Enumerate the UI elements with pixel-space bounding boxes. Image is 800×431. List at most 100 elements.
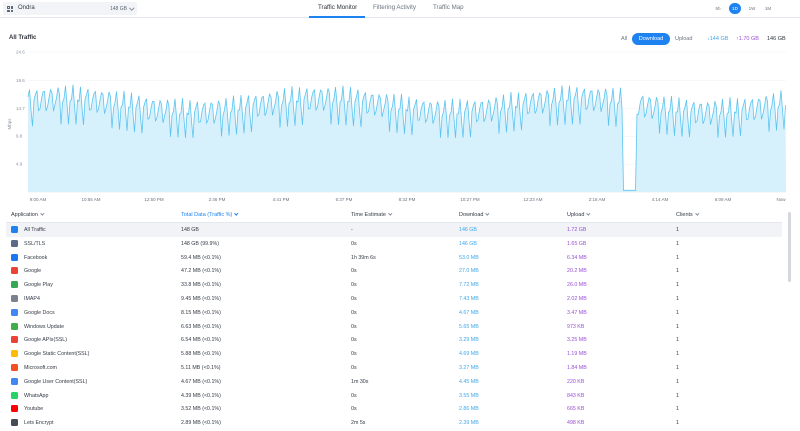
table-row[interactable]: Microsoft.com 5.11 MB (<0.1%) 0s 3.27 MB 1.8… [6, 361, 782, 375]
google-play-icon [11, 281, 18, 289]
x-tick-label: 4:14 AM [652, 197, 669, 202]
y-tick-label: 19.6 [16, 78, 25, 83]
download-total: ↓144 GB [707, 36, 729, 42]
table-row[interactable]: IMAP4 9.45 MB (<0.1%) 0s 7.43 MB 2.02 MB 1 [6, 292, 782, 306]
clients-value: 1 [676, 309, 679, 316]
google-icon [11, 267, 18, 275]
table-row[interactable]: Youtube 3.52 MB (<0.1%) 0s 2.86 MB 665 KB 1 [6, 402, 782, 416]
grid-icon [7, 6, 13, 12]
col-application[interactable]: Application [11, 211, 45, 218]
table-row[interactable]: Lets Encrypt 2.89 MB (<0.1%) 2m 5s 2.39 MB 4… [6, 416, 782, 430]
time-estimate: 1h 39m 6s [351, 254, 376, 261]
range-1m[interactable]: 1M [764, 6, 772, 11]
download-value: 3.27 MB [459, 365, 479, 371]
table-row[interactable]: Google APIs(SSL) 6.54 MB (<0.1%) 0s 3.29 MB… [6, 333, 782, 347]
download-value: 27.0 MB [459, 268, 479, 275]
total-data: 59.4 MB (<0.1%) [181, 254, 221, 261]
y-tick-label: 24.6 [16, 50, 25, 55]
upload-value: 6.34 MB [567, 254, 587, 261]
y-tick-label: 9.8 [16, 134, 23, 139]
windows-update-icon [11, 322, 18, 330]
google-apis-icon [11, 336, 18, 344]
download-value: 4.45 MB [459, 378, 479, 385]
clients-value: 1 [676, 240, 679, 247]
table-row[interactable]: WhatsApp 4.39 MB (<0.1%) 0s 3.55 MB 843 KB 1 [6, 389, 782, 403]
google-user-content-icon [11, 377, 18, 385]
top-bar: Ondra 148 GB Traffic Monitor Filtering A… [0, 0, 800, 18]
app-name: SSL/TLS [24, 240, 46, 247]
table-row[interactable]: Facebook 59.4 MB (<0.1%) 1h 39m 6s 53.0 MB 6… [6, 251, 782, 265]
clients-value: 1 [676, 378, 679, 385]
clients-value: 1 [676, 351, 679, 358]
x-tick-label: 6:37 PM [336, 197, 353, 202]
table-row[interactable]: Windows Update 6.63 MB (<0.1%) 0s 5.65 MB 97… [6, 320, 782, 334]
filter-all-button[interactable]: All [621, 36, 628, 42]
time-estimate: 0s [351, 240, 357, 247]
table-row[interactable]: All Traffic 148 GB - 146 GB 1.72 GB 1 [6, 223, 782, 237]
download-value: 4.69 MB [459, 351, 479, 358]
traffic-total: 146 GB [767, 36, 786, 42]
download-value: 7.43 MB [459, 296, 479, 302]
clients-value: 1 [676, 282, 679, 289]
filter-download-button[interactable]: Download [632, 33, 670, 45]
time-estimate: 0s [351, 268, 357, 275]
scrollbar[interactable] [788, 212, 791, 282]
tab-filtering-activity[interactable]: Filtering Activity [373, 4, 416, 11]
tab-traffic-monitor[interactable]: Traffic Monitor [318, 4, 358, 11]
header-divider [6, 222, 782, 223]
table-row[interactable]: Google Play 33.8 MB (<0.1%) 0s 7.72 MB 26.0 … [6, 278, 782, 292]
table-row[interactable]: Google Static Content(SSL) 5.88 MB (<0.1%… [6, 347, 782, 361]
app-name: WhatsApp [24, 392, 49, 399]
download-value: 2.86 MB [459, 406, 479, 413]
clients-value: 1 [676, 392, 679, 399]
time-estimate: - [351, 227, 353, 233]
total-data: 4.39 MB (<0.1%) [181, 392, 221, 399]
shield-icon [11, 239, 18, 247]
app-name: Google APIs(SSL) [24, 337, 67, 344]
app-name: Facebook [24, 254, 48, 261]
download-value: 146 GB [459, 227, 477, 233]
table-row[interactable]: SSL/TLS 148 GB (99.9%) 0s 146 GB 1.65 GB 1 [6, 237, 782, 251]
download-value: 3.55 MB [459, 392, 479, 399]
table-row[interactable]: Google 47.2 MB (<0.1%) 0s 27.0 MB 20.2 MB 1 [6, 264, 782, 278]
x-tick-label: 12:23 AM [523, 197, 542, 202]
x-tick-label: 12:50 PM [144, 197, 164, 202]
col-upload[interactable]: Upload [567, 211, 591, 218]
table-row[interactable]: Google Docs 8.15 MB (<0.1%) 0s 4.67 MB 3.47 … [6, 306, 782, 320]
app-name: Google User Content(SSL) [24, 378, 88, 385]
x-tick-label: 6:09 AM [715, 197, 732, 202]
site-selector[interactable]: Ondra 148 GB [3, 2, 137, 15]
range-1w[interactable]: 1W [748, 6, 756, 11]
download-area [28, 84, 786, 192]
x-tick-label: 9:00 AM [30, 197, 47, 202]
traffic-area-chart[interactable]: 4.9 9.8 14.7 19.6 24.6 Mbps 9:00 AM 10:55 AM 1… [0, 44, 800, 206]
download-value: 2.39 MB [459, 420, 479, 427]
app-name: All Traffic [24, 227, 46, 233]
filter-upload-button[interactable]: Upload [675, 36, 693, 42]
col-total-data[interactable]: Total Data (Traffic %) [181, 211, 239, 218]
chart-title: All Traffic [9, 35, 37, 41]
col-download[interactable]: Download [459, 211, 490, 218]
upload-value: 973 KB [567, 323, 585, 330]
app-name: Google Docs [24, 309, 55, 316]
site-size: 148 GB [110, 5, 127, 12]
range-5h[interactable]: 5h [715, 6, 721, 11]
google-static-icon [11, 350, 18, 358]
table-row[interactable]: Google User Content(SSL) 4.67 MB (<0.1%) 1… [6, 375, 782, 389]
upload-value: 1.72 GB [567, 227, 587, 233]
site-name: Ondra [18, 5, 35, 11]
clients-value: 1 [676, 227, 679, 233]
col-clients[interactable]: Clients [676, 211, 699, 218]
col-time-estimate[interactable]: Time Estimate [351, 211, 393, 218]
youtube-icon [11, 405, 18, 413]
download-value: 53.0 MB [459, 254, 479, 261]
clients-value: 1 [676, 365, 679, 371]
upload-value: 1.19 MB [567, 351, 587, 358]
app-name: Microsoft.com [24, 365, 57, 371]
total-data: 4.67 MB (<0.1%) [181, 378, 221, 385]
tab-traffic-map[interactable]: Traffic Map [433, 4, 464, 11]
time-estimate: 0s [351, 365, 357, 371]
clients-value: 1 [676, 420, 679, 427]
app-name: IMAP4 [24, 296, 40, 302]
range-1d[interactable]: 1D [729, 3, 741, 14]
